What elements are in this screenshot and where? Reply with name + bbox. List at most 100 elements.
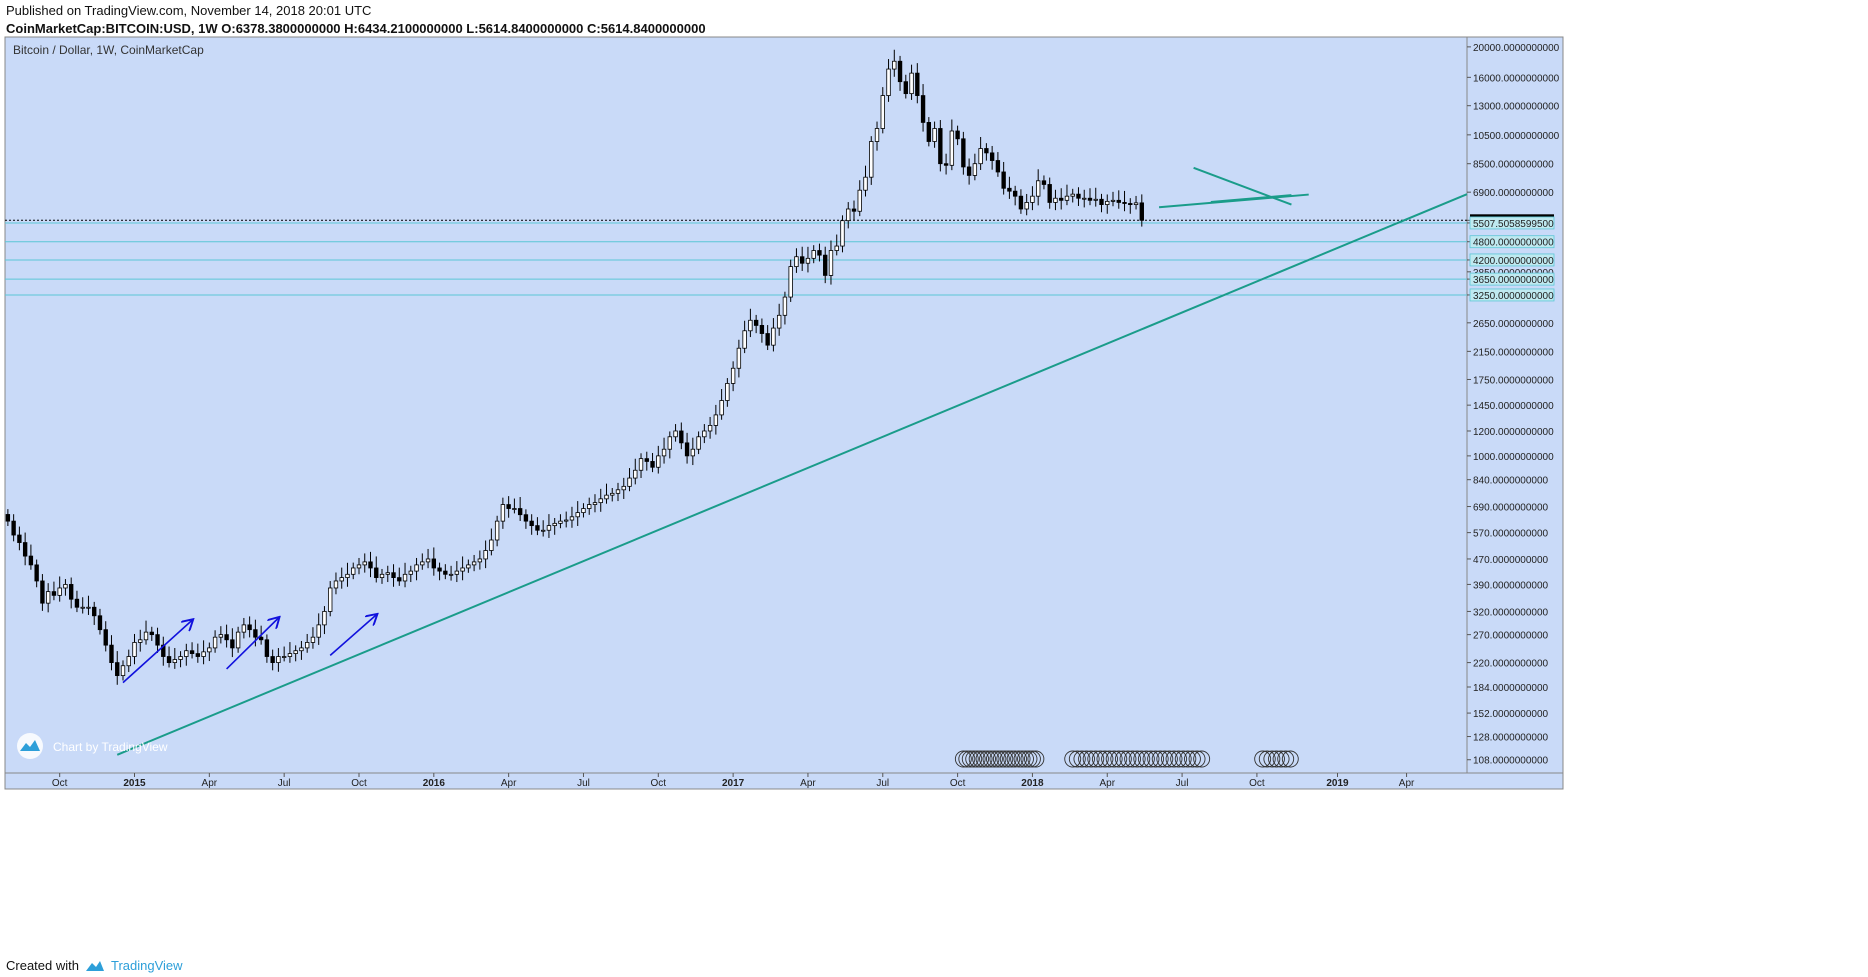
- event-marker-icon: [1258, 750, 1276, 768]
- event-marker-icon: [1091, 750, 1109, 768]
- candle-body: [477, 558, 483, 563]
- tradingview-brand[interactable]: TradingView: [110, 958, 183, 973]
- candle-body: [63, 584, 68, 589]
- candle-body: [345, 573, 350, 579]
- event-marker-icon: [1254, 750, 1272, 768]
- time-tick-label: Jul: [876, 778, 889, 789]
- candle-body: [281, 656, 287, 658]
- candle-body: [425, 558, 431, 563]
- candle-body: [1012, 190, 1018, 197]
- price-tick-label: 128.0000000000: [1473, 733, 1549, 744]
- candle-body: [92, 606, 97, 617]
- candle-body: [788, 266, 793, 298]
- price-tick-label: 2650.0000000000: [1473, 319, 1554, 330]
- event-marker-icon: [1114, 750, 1132, 768]
- candle-body: [569, 516, 575, 521]
- candle-body: [661, 448, 667, 457]
- candle-body: [575, 512, 580, 518]
- price-tick-label: 2150.0000000000: [1473, 347, 1554, 358]
- event-marker-icon: [1137, 750, 1155, 768]
- price-tick-label: 570.0000000000: [1473, 529, 1549, 540]
- candle-body: [989, 152, 995, 161]
- candle-body: [471, 561, 477, 566]
- candle-body: [143, 631, 149, 641]
- support-trendline: [116, 193, 1468, 756]
- candle-body: [753, 319, 759, 326]
- candle-body: [374, 567, 379, 579]
- candle-body: [834, 245, 839, 251]
- event-marker-icon: [1017, 750, 1034, 768]
- candle-body: [713, 414, 719, 426]
- candle-body: [748, 319, 753, 332]
- candle-body: [529, 520, 534, 527]
- candle-body: [1099, 198, 1104, 205]
- event-marker-icon: [1263, 750, 1281, 768]
- candle-body: [460, 567, 465, 572]
- tradingview-footer-icon: [85, 960, 104, 971]
- event-marker-icon: [1010, 750, 1028, 768]
- candle-body: [966, 166, 972, 176]
- candle-body: [506, 504, 511, 509]
- event-marker-icon: [961, 750, 979, 768]
- candle-body: [938, 128, 943, 165]
- price-tick-label: 108.0000000000: [1473, 756, 1549, 767]
- event-marker-icon: [975, 750, 993, 768]
- created-with-text: Created with: [6, 958, 79, 973]
- event-marker-icon: [1128, 750, 1146, 768]
- candle-body: [615, 489, 621, 494]
- event-marker-icon: [1151, 750, 1169, 768]
- candle-body: [34, 564, 39, 582]
- candle-body: [886, 68, 891, 96]
- time-tick-label: 2017: [722, 778, 745, 789]
- price-tick-label: 1450.0000000000: [1473, 401, 1554, 412]
- candle-body: [115, 662, 120, 677]
- candle-body: [696, 436, 701, 450]
- candle-body: [1087, 197, 1093, 201]
- candle-body: [443, 570, 448, 575]
- price-tick-label: 16000.0000000000: [1473, 73, 1560, 84]
- candle-body: [195, 653, 201, 657]
- event-marker-icon: [1006, 750, 1024, 768]
- candle-body: [57, 587, 62, 596]
- time-tick-label: Oct: [1249, 778, 1265, 789]
- event-marker-icon: [958, 750, 976, 768]
- candle-body: [120, 665, 126, 677]
- triangle-upper-line: [1193, 166, 1292, 206]
- candle-body: [926, 122, 932, 142]
- event-marker-icon: [968, 750, 986, 768]
- candle-body: [230, 639, 235, 649]
- candle-body: [264, 639, 270, 657]
- event-marker-icon: [1133, 750, 1151, 768]
- candle-body: [339, 577, 344, 582]
- candle-body: [322, 611, 327, 626]
- candle-body: [1093, 198, 1098, 201]
- candle-body: [454, 570, 460, 575]
- candle-body: [178, 656, 183, 660]
- candle-body: [287, 653, 293, 657]
- candle-body: [103, 629, 108, 646]
- candle-body: [351, 567, 356, 575]
- level-price-badge: [1469, 288, 1555, 302]
- candle-body: [673, 430, 678, 438]
- candle-body: [437, 567, 442, 572]
- footer: Created with TradingView: [6, 958, 183, 973]
- candle-body: [915, 72, 920, 96]
- price-tick-label: 10500.0000000000: [1473, 131, 1560, 142]
- candle-body: [776, 314, 782, 329]
- candle-body: [379, 573, 385, 579]
- event-marker-icon: [982, 750, 1000, 768]
- candle-body: [598, 498, 603, 504]
- candle-body: [1001, 171, 1006, 189]
- uptrend-arrow: [226, 618, 279, 670]
- candle-body: [840, 220, 845, 247]
- candle-body: [126, 656, 131, 667]
- time-tick-label: Jul: [1176, 778, 1189, 789]
- candle-body: [811, 250, 816, 259]
- price-tick-label: 3250.0000000000: [1473, 291, 1554, 302]
- candle-body: [1128, 203, 1133, 205]
- candle-body: [817, 250, 822, 256]
- candle-body: [805, 257, 811, 264]
- candle-body: [166, 656, 172, 663]
- candle-body: [633, 469, 638, 479]
